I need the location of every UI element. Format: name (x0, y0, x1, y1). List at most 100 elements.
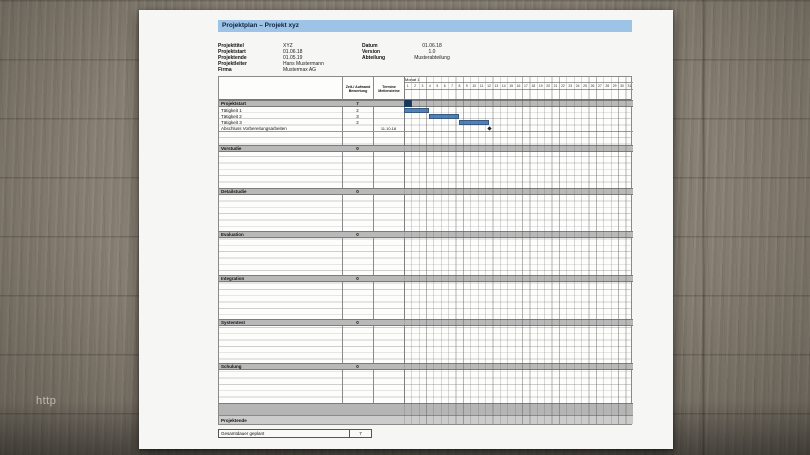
day-number: 22 (561, 84, 565, 88)
header-separator (219, 99, 631, 100)
gantt-bar-taetigkeit-1 (404, 107, 429, 113)
row-label: Tätigkeit 1 (221, 107, 242, 113)
column-header-effort: Zeit-/ Aufwand Bewertung (345, 84, 371, 93)
info-label-projektende: Projektende (218, 55, 247, 61)
row-effort: 0 (356, 276, 359, 281)
day-number: 10 (472, 84, 477, 88)
row-label: Systemtest (221, 320, 246, 325)
row-effort: 0 (356, 232, 359, 237)
column-divider (404, 77, 405, 424)
day-number: 25 (583, 84, 587, 88)
row-label: Projektstart (221, 101, 247, 106)
day-number-row: 1 2 3 4 5 6 7 8 9 10 11 12 13 14 15 16 17 18 19 20 21 22 23 24 2… (404, 83, 633, 90)
gantt-bar-taetigkeit-3 (459, 119, 489, 125)
row-effort: 2 (356, 119, 359, 125)
day-number: 11 (479, 84, 484, 88)
info-value-version: 1.0 (428, 49, 436, 55)
row-evaluation: Evaluation 0 (219, 231, 633, 238)
day-number: 4 (428, 84, 431, 88)
day-number: 14 (501, 84, 506, 88)
day-number: 2 (414, 84, 417, 88)
info-label-datum: Datum (362, 43, 378, 49)
row-label: Evaluation (221, 232, 244, 237)
row-effort: 0 (356, 189, 359, 194)
day-number: 27 (597, 84, 602, 88)
gantt-table: Zeit-/ Aufwand Bewertung Termine Meilens… (218, 76, 633, 425)
day-number: 13 (494, 84, 499, 88)
row-effort: 0 (356, 320, 359, 325)
info-label-version: Version (362, 49, 381, 55)
info-label-abteilung: Abteilung (362, 55, 386, 61)
day-number: 28 (605, 84, 610, 88)
day-number: 20 (546, 84, 550, 88)
row-systemtest: Systemtest 0 (219, 319, 633, 326)
row-schulung: Schulung 0 (219, 363, 633, 370)
row-label: Schulung (221, 364, 242, 369)
day-number: 31 (627, 84, 632, 88)
row-integration: Integration 0 (219, 275, 633, 282)
row-abschluss-vorbereitung: Abschluss Vorbereitungsarbeiten 11.10.18 (219, 125, 633, 132)
column-divider (342, 77, 343, 424)
gantt-start-cell (404, 100, 412, 107)
day-number: 7 (451, 84, 453, 88)
row-effort: 0 (356, 364, 359, 369)
column-divider (373, 77, 374, 424)
row-taetigkeit-3: Tätigkeit 3 2 (219, 119, 633, 125)
row-label: Abschluss Vorbereitungsarbeiten (221, 125, 287, 131)
row-milestone-date: 11.10.18 (380, 125, 397, 131)
document-title-bar: Projektplan – Projekt xyz (218, 20, 632, 32)
document-title: Projektplan – Projekt xyz (222, 22, 299, 29)
day-number: 9 (465, 84, 468, 88)
day-number: 30 (620, 84, 624, 88)
day-number: 24 (575, 84, 580, 88)
row-label: Vorstudie (221, 146, 242, 151)
row-label: Tätigkeit 2 (221, 113, 242, 119)
row-effort: 3 (356, 113, 359, 119)
day-number: 3 (421, 84, 424, 88)
day-number: 16 (516, 84, 521, 88)
total-duration-value: 7 (349, 429, 372, 438)
day-number: 23 (568, 84, 573, 88)
day-number: 6 (443, 84, 446, 88)
month-header: Monat 1 (404, 77, 633, 83)
day-number: 18 (531, 84, 536, 88)
row-effort: 0 (356, 146, 359, 151)
info-value-firma: Mustermax AG (283, 67, 317, 73)
row-label: Projektende (221, 417, 247, 423)
column-header-dates: Termine Meilensteine (378, 84, 400, 93)
info-label-projekttitel: Projekttitel (218, 43, 244, 49)
row-detailstudie: Detailstudie 0 (219, 188, 633, 195)
info-value-projekttitel: XYZ (283, 43, 293, 49)
day-number: 26 (590, 84, 595, 88)
info-label-firma: Firma (218, 67, 232, 73)
gantt-bar-taetigkeit-2 (429, 113, 459, 119)
row-taetigkeit-2: Tätigkeit 2 3 (219, 113, 633, 119)
project-plan-sheet: Projektplan – Projekt xyz Projekttitel X… (139, 10, 673, 449)
info-value-abteilung: Musterabteilung (414, 55, 450, 61)
watermark-text: http (36, 395, 57, 407)
row-label: Tätigkeit 3 (221, 119, 242, 125)
day-number: 15 (509, 84, 514, 88)
day-number: 5 (436, 84, 439, 88)
row-projektstart: Projektstart 7 (219, 100, 633, 107)
row-taetigkeit-1: Tätigkeit 1 2 (219, 107, 633, 113)
row-vorstudie: Vorstudie 0 (219, 145, 633, 152)
day-number: 12 (487, 84, 491, 88)
info-value-projektleiter: Hans Mustermann (283, 61, 324, 67)
day-number: 17 (524, 84, 528, 88)
day-number: 29 (612, 84, 617, 88)
row-effort: 7 (356, 101, 359, 106)
info-value-datum: 01.06.18 (422, 43, 442, 49)
day-number: 8 (458, 84, 461, 88)
total-duration-label: Gesamtdauer geplant (218, 429, 350, 438)
info-value-projektende: 01.05.19 (283, 55, 303, 61)
info-label-projektleiter: Projektleiter (218, 61, 247, 67)
row-projektende: Projektende (219, 415, 633, 424)
info-label-projektstart: Projektstart (218, 49, 246, 55)
day-number: 21 (553, 84, 558, 88)
row-effort: 2 (356, 107, 359, 113)
day-number: 1 (406, 84, 409, 88)
empty-row-gridlines (219, 100, 631, 424)
row-label: Detailstudie (221, 189, 247, 194)
